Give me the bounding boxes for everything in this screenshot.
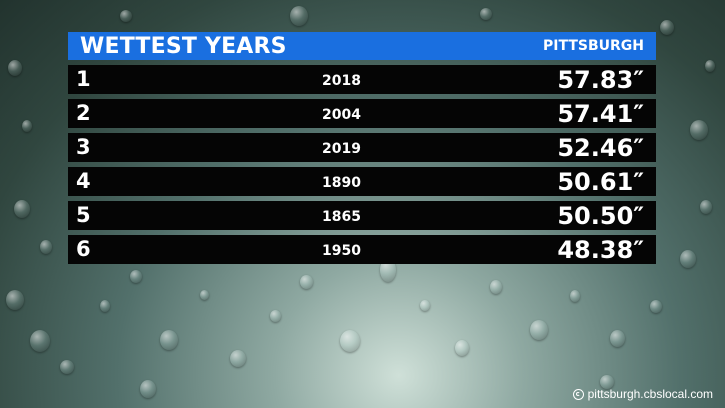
rainfall-value: 48.38″ <box>557 236 644 264</box>
year-label: 2004 <box>322 107 361 123</box>
table-row: 6 1950 48.38″ <box>68 235 656 264</box>
rain-drop <box>100 300 110 312</box>
rain-drop <box>40 240 52 254</box>
rain-drop <box>200 290 209 300</box>
rain-drop <box>530 320 548 340</box>
rain-drop <box>6 290 24 310</box>
rain-drop <box>14 200 30 218</box>
rain-drop <box>690 120 708 140</box>
rain-drop <box>600 375 614 389</box>
rain-drop <box>700 200 712 214</box>
rainfall-value: 57.41″ <box>557 100 644 128</box>
rain-drop <box>270 310 281 322</box>
table-row: 1 2018 57.83″ <box>68 65 656 94</box>
year-label: 2019 <box>322 141 361 157</box>
rain-drop <box>160 330 178 350</box>
rainfall-value: 52.46″ <box>557 134 644 162</box>
rain-drop <box>230 350 246 367</box>
rain-drop <box>455 340 469 356</box>
rainfall-value: 50.50″ <box>557 202 644 230</box>
panel-title: WETTEST YEARS <box>80 33 287 59</box>
rainfall-value: 57.83″ <box>557 66 644 94</box>
rain-drop <box>340 330 360 352</box>
rain-drop <box>300 275 313 289</box>
rain-drop <box>30 330 50 352</box>
source-url: pittsburgh.cbslocal.com <box>587 387 713 401</box>
rain-drop <box>130 270 142 283</box>
copyright-icon <box>572 388 584 400</box>
year-label: 1950 <box>322 243 361 259</box>
rain-drop <box>22 120 32 132</box>
rain-drop <box>490 280 502 294</box>
rain-drop <box>705 60 715 72</box>
rain-drop <box>120 10 132 22</box>
year-label: 2018 <box>322 73 361 89</box>
rain-drop <box>570 290 580 302</box>
rank-label: 4 <box>76 169 91 193</box>
rank-label: 1 <box>76 67 91 91</box>
rain-drop <box>650 300 662 313</box>
panel-header: WETTEST YEARS PITTSBURGH <box>68 32 656 60</box>
rain-drop <box>680 250 696 268</box>
rain-drop <box>290 6 308 26</box>
location-label: PITTSBURGH <box>542 38 644 54</box>
rank-label: 5 <box>76 203 91 227</box>
rainfall-value: 50.61″ <box>557 168 644 196</box>
rank-label: 6 <box>76 237 91 261</box>
rain-drop <box>420 300 430 311</box>
table-row: 3 2019 52.46″ <box>68 133 656 162</box>
year-label: 1865 <box>322 209 361 225</box>
year-label: 1890 <box>322 175 361 191</box>
rain-drop <box>60 360 74 374</box>
rain-drop <box>140 380 156 398</box>
table-row: 4 1890 50.61″ <box>68 167 656 196</box>
rain-drop <box>380 258 396 282</box>
rain-drop <box>610 330 625 347</box>
wettest-years-panel: WETTEST YEARS PITTSBURGH 1 2018 57.83″ 2… <box>68 32 656 264</box>
rank-label: 2 <box>76 101 91 125</box>
rank-label: 3 <box>76 135 91 159</box>
source-credit: pittsburgh.cbslocal.com <box>572 387 713 401</box>
table-row: 2 2004 57.41″ <box>68 99 656 128</box>
rain-drop <box>660 20 674 35</box>
rain-drop <box>480 8 492 20</box>
rain-drop <box>8 60 22 76</box>
table-row: 5 1865 50.50″ <box>68 201 656 230</box>
